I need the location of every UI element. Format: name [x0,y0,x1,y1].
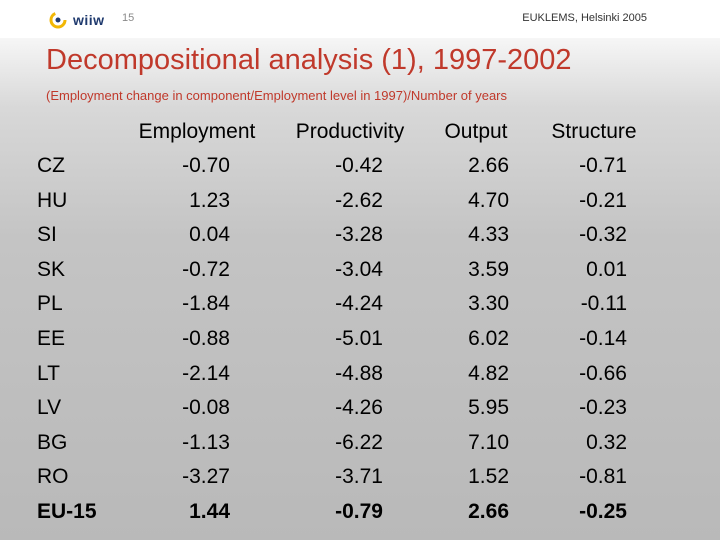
column-header-output: Output [444,120,508,143]
table-cell: -0.25 [579,500,627,523]
table-cell: -3.71 [335,465,383,489]
row-label-hu: HU [37,188,68,212]
table-cell: 2.66 [468,154,509,177]
table-cell: -0.70 [182,154,230,177]
table-cell: -0.79 [335,500,383,523]
row-label-eu-15: EU-15 [37,500,97,523]
table-cell: 5.95 [468,396,509,420]
table-cell: 2.66 [468,500,509,523]
table-cell: -0.88 [182,327,230,350]
row-label-si: SI [37,223,57,247]
row-label-ee: EE [37,327,66,350]
table-cell: -0.23 [579,396,627,420]
table-cell: 1.44 [189,500,230,523]
event-name: EUKLEMS, Helsinki 2005 [522,12,647,24]
slide-number: 15 [122,12,135,24]
table-cell: 7.10 [468,430,509,454]
row-label-cz: CZ [37,154,65,177]
table-cell: 0.32 [586,430,627,454]
row-label-bg: BG [37,430,68,454]
table-cell: 0.04 [189,223,230,247]
slide-subtitle: (Employment change in component/Employme… [46,88,508,103]
table-cell: -0.21 [579,188,627,212]
column-header-productivity: Productivity [295,120,405,143]
slide-title: Decompositional analysis (1), 1997-2002 [46,44,572,76]
table-cell: -2.14 [182,361,230,385]
column-header-employment: Employment [138,120,256,143]
table-cell: 0.01 [586,257,627,281]
table-cell: -5.01 [335,327,383,350]
table-cell: -3.27 [182,465,230,489]
table-cell: -0.14 [579,327,627,350]
table-cell: -3.28 [335,223,383,247]
table-cell: -4.26 [335,396,383,420]
table-cell: 3.59 [468,257,509,281]
slide-header: wiiw 15 EUKLEMS, Helsinki 2005 [0,0,720,38]
row-label-pl: PL [37,292,63,316]
table-cell: -0.42 [335,154,383,177]
logo: wiiw [49,9,105,31]
table-cell: 4.33 [468,223,509,247]
logo-text: wiiw [73,12,105,28]
table-cell: -0.32 [579,223,627,247]
table-cell: -0.11 [580,292,627,316]
wiiw-swirl-logo-icon [49,11,67,29]
table-cell: 6.02 [468,327,509,350]
table-cell: -0.72 [182,257,230,281]
table-cell: -0.08 [182,396,230,420]
table-cell: 1.23 [189,188,230,212]
table-cell: -6.22 [335,430,383,454]
table-cell: 1.52 [468,465,509,489]
table-cell: -0.66 [579,361,627,385]
table-cell: -2.62 [335,188,383,212]
table-cell: -1.13 [182,430,230,454]
table-cell: -0.71 [579,154,627,177]
table-cell: 4.70 [468,188,509,212]
table-cell: -0.81 [579,465,627,489]
table-cell: 3.30 [468,292,509,316]
table-cell: -4.24 [335,292,383,316]
row-label-lv: LV [37,396,62,420]
row-label-lt: LT [37,361,60,385]
table-cell: -3.04 [335,257,383,281]
table-cell: -1.84 [182,292,230,316]
slide-body [0,38,720,540]
row-label-sk: SK [37,257,66,281]
table-cell: 4.82 [468,361,509,385]
table-cell: -4.88 [335,361,383,385]
row-label-ro: RO [37,465,69,489]
column-header-structure: Structure [551,120,637,143]
